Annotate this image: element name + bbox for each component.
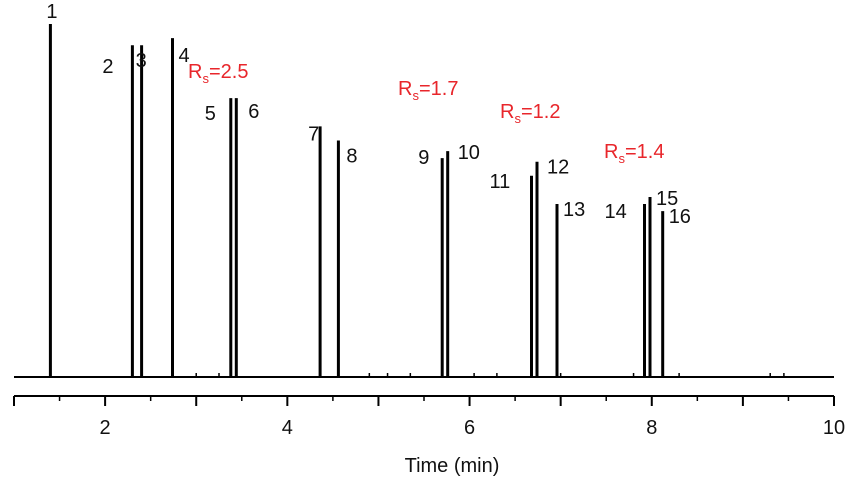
peak-label-2: 2 [102, 56, 113, 78]
peak-label-1: 1 [46, 1, 57, 23]
rs-annotation-2: Rs=1.7 [398, 78, 458, 103]
peak-label-16: 16 [669, 206, 691, 228]
x-ticks: 2 4 6 8 10 [13, 396, 845, 439]
peak-label-4: 4 [179, 45, 190, 67]
peak-label-14: 14 [605, 201, 627, 223]
peak-label-6: 6 [248, 101, 259, 123]
x-tick-label: 4 [282, 417, 293, 439]
x-tick-label: 10 [823, 417, 845, 439]
peak-label-5: 5 [205, 103, 216, 125]
peak-label-10: 10 [458, 142, 480, 164]
rs-annotation-3: Rs=1.2 [500, 101, 560, 126]
x-tick-label: 8 [646, 417, 657, 439]
peaks-layer [48, 24, 785, 377]
peak-label-15: 15 [656, 188, 678, 210]
x-axis-title: Time (min) [405, 455, 500, 477]
rs-annotation-4: Rs=1.4 [604, 141, 664, 166]
x-tick-label: 6 [464, 417, 475, 439]
peak-label-8: 8 [346, 146, 357, 168]
peak-label-12: 12 [547, 157, 569, 179]
rs-annotation-1: Rs=2.5 [188, 61, 248, 86]
peak-label-7: 7 [308, 123, 319, 145]
peak-label-3: 3 [136, 50, 147, 72]
peak-label-13: 13 [563, 199, 585, 221]
x-tick-label: 2 [100, 417, 111, 439]
peak-label-11: 11 [490, 171, 511, 193]
peak-label-9: 9 [418, 147, 429, 169]
